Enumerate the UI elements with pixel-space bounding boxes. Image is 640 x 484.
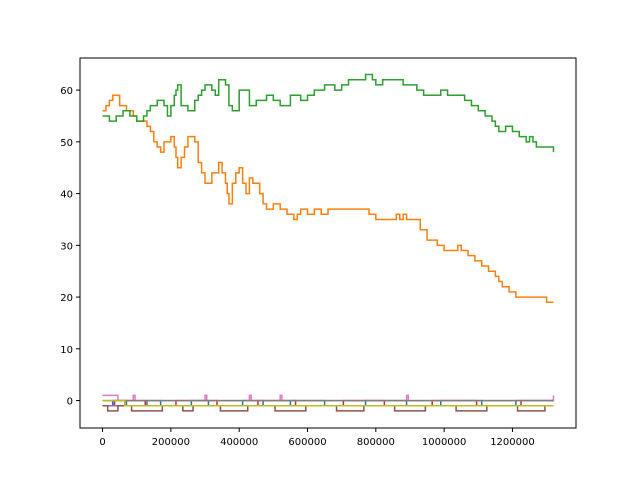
x-tick-label-6: 1200000 <box>490 437 535 448</box>
y-tick-label-3: 30 <box>60 241 73 252</box>
y-tick-label-2: 20 <box>60 293 73 304</box>
x-tick-label-1: 200000 <box>152 437 190 448</box>
series-line-4 <box>102 399 554 407</box>
y-tick-label-6: 60 <box>60 86 73 97</box>
y-tick-label-5: 50 <box>60 138 73 149</box>
y-tick-label-0: 0 <box>67 397 73 408</box>
series-line-3 <box>102 73 555 153</box>
y-axis: 0 10 20 30 40 50 60 <box>60 86 80 408</box>
series-line-1 <box>102 399 554 407</box>
series-layer <box>102 73 555 412</box>
x-tick-label-4: 800000 <box>357 437 395 448</box>
x-tick-label-0: 0 <box>99 437 105 448</box>
series-line-6 <box>102 405 554 412</box>
x-tick-label-5: 1000000 <box>422 437 467 448</box>
x-tick-label-2: 400000 <box>220 437 258 448</box>
x-tick-label-3: 600000 <box>288 437 326 448</box>
y-tick-label-1: 10 <box>60 345 73 356</box>
plot-frame <box>79 57 577 429</box>
x-axis: 0 200000 400000 600000 800000 1000000 1200000 <box>99 428 535 448</box>
y-tick-label-4: 40 <box>60 190 73 201</box>
series-line-7 <box>102 394 555 402</box>
series-line-2 <box>102 94 554 303</box>
series-line-9 <box>102 399 554 407</box>
